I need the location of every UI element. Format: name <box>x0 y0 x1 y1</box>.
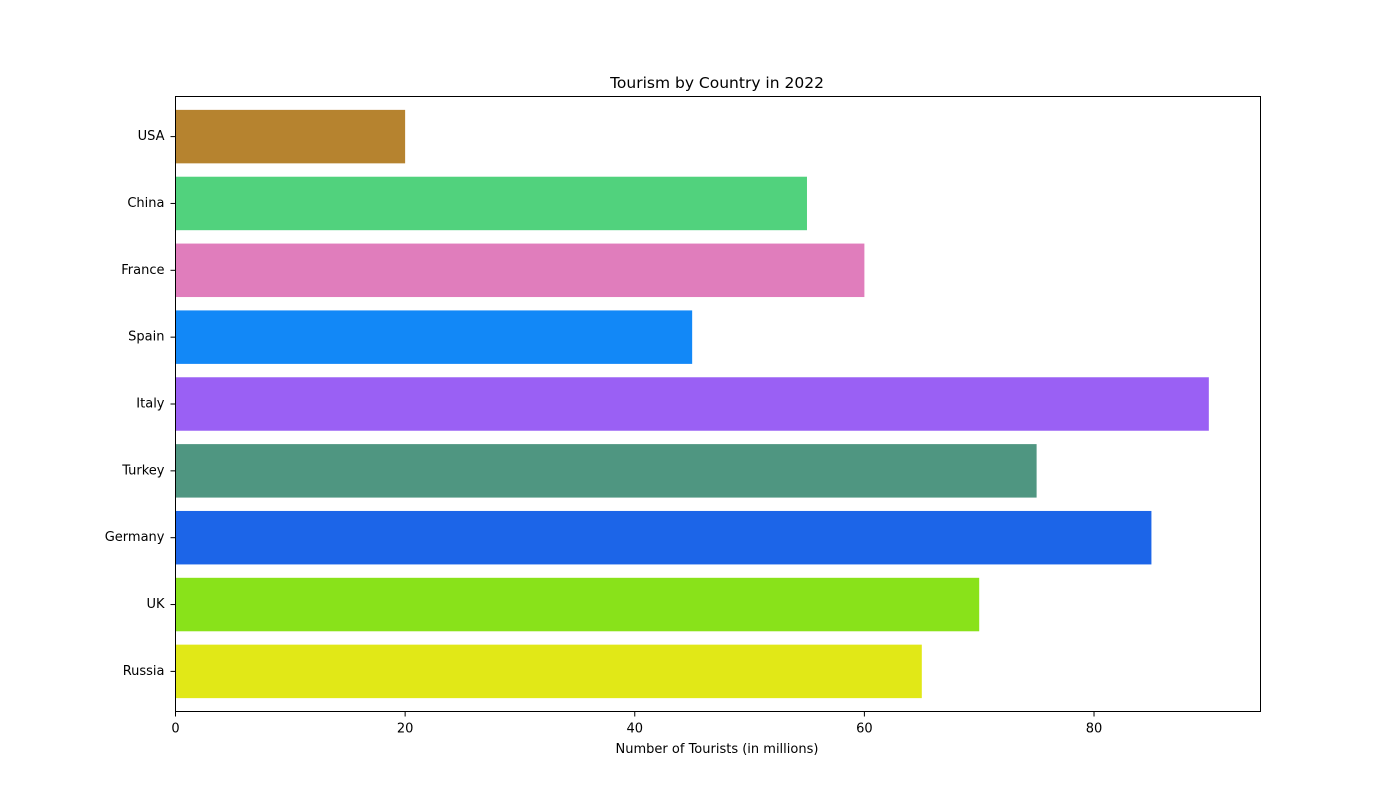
y-tick-label-germany: Germany <box>105 530 165 545</box>
bar-china <box>175 176 807 231</box>
x-tick-label-60: 60 <box>856 722 873 737</box>
y-tick-label-china: China <box>127 196 164 211</box>
x-axis: 0 20 40 60 80 <box>171 711 1103 737</box>
y-tick-label-russia: Russia <box>123 664 165 679</box>
plot-frame <box>175 96 1261 712</box>
x-tick-label-80: 80 <box>1086 722 1103 737</box>
bar-italy <box>175 377 1209 431</box>
x-tick-label-20: 20 <box>397 722 414 737</box>
y-tick-label-spain: Spain <box>128 330 164 345</box>
chart-title: Tourism by Country in 2022 <box>609 74 824 92</box>
y-axis: Russia UK Germany Turkey Italy Spain France Chi… <box>105 129 176 679</box>
bar-usa <box>175 109 406 164</box>
bar-uk <box>175 577 980 632</box>
bar-turkey <box>175 444 1037 498</box>
y-tick-label-uk: UK <box>146 597 165 612</box>
x-tick-label-40: 40 <box>626 722 643 737</box>
x-tick-label-0: 0 <box>171 722 179 737</box>
y-tick-label-italy: Italy <box>136 397 165 412</box>
y-tick-label-france: France <box>121 263 164 278</box>
y-tick-label-usa: USA <box>138 129 165 144</box>
bars-group <box>175 109 1209 699</box>
x-axis-title: Number of Tourists (in millions) <box>616 742 819 757</box>
bar-germany <box>175 510 1152 565</box>
bar-france <box>175 243 865 298</box>
bar-spain <box>175 310 693 364</box>
bar-russia <box>175 644 922 699</box>
y-tick-label-turkey: Turkey <box>121 463 165 478</box>
